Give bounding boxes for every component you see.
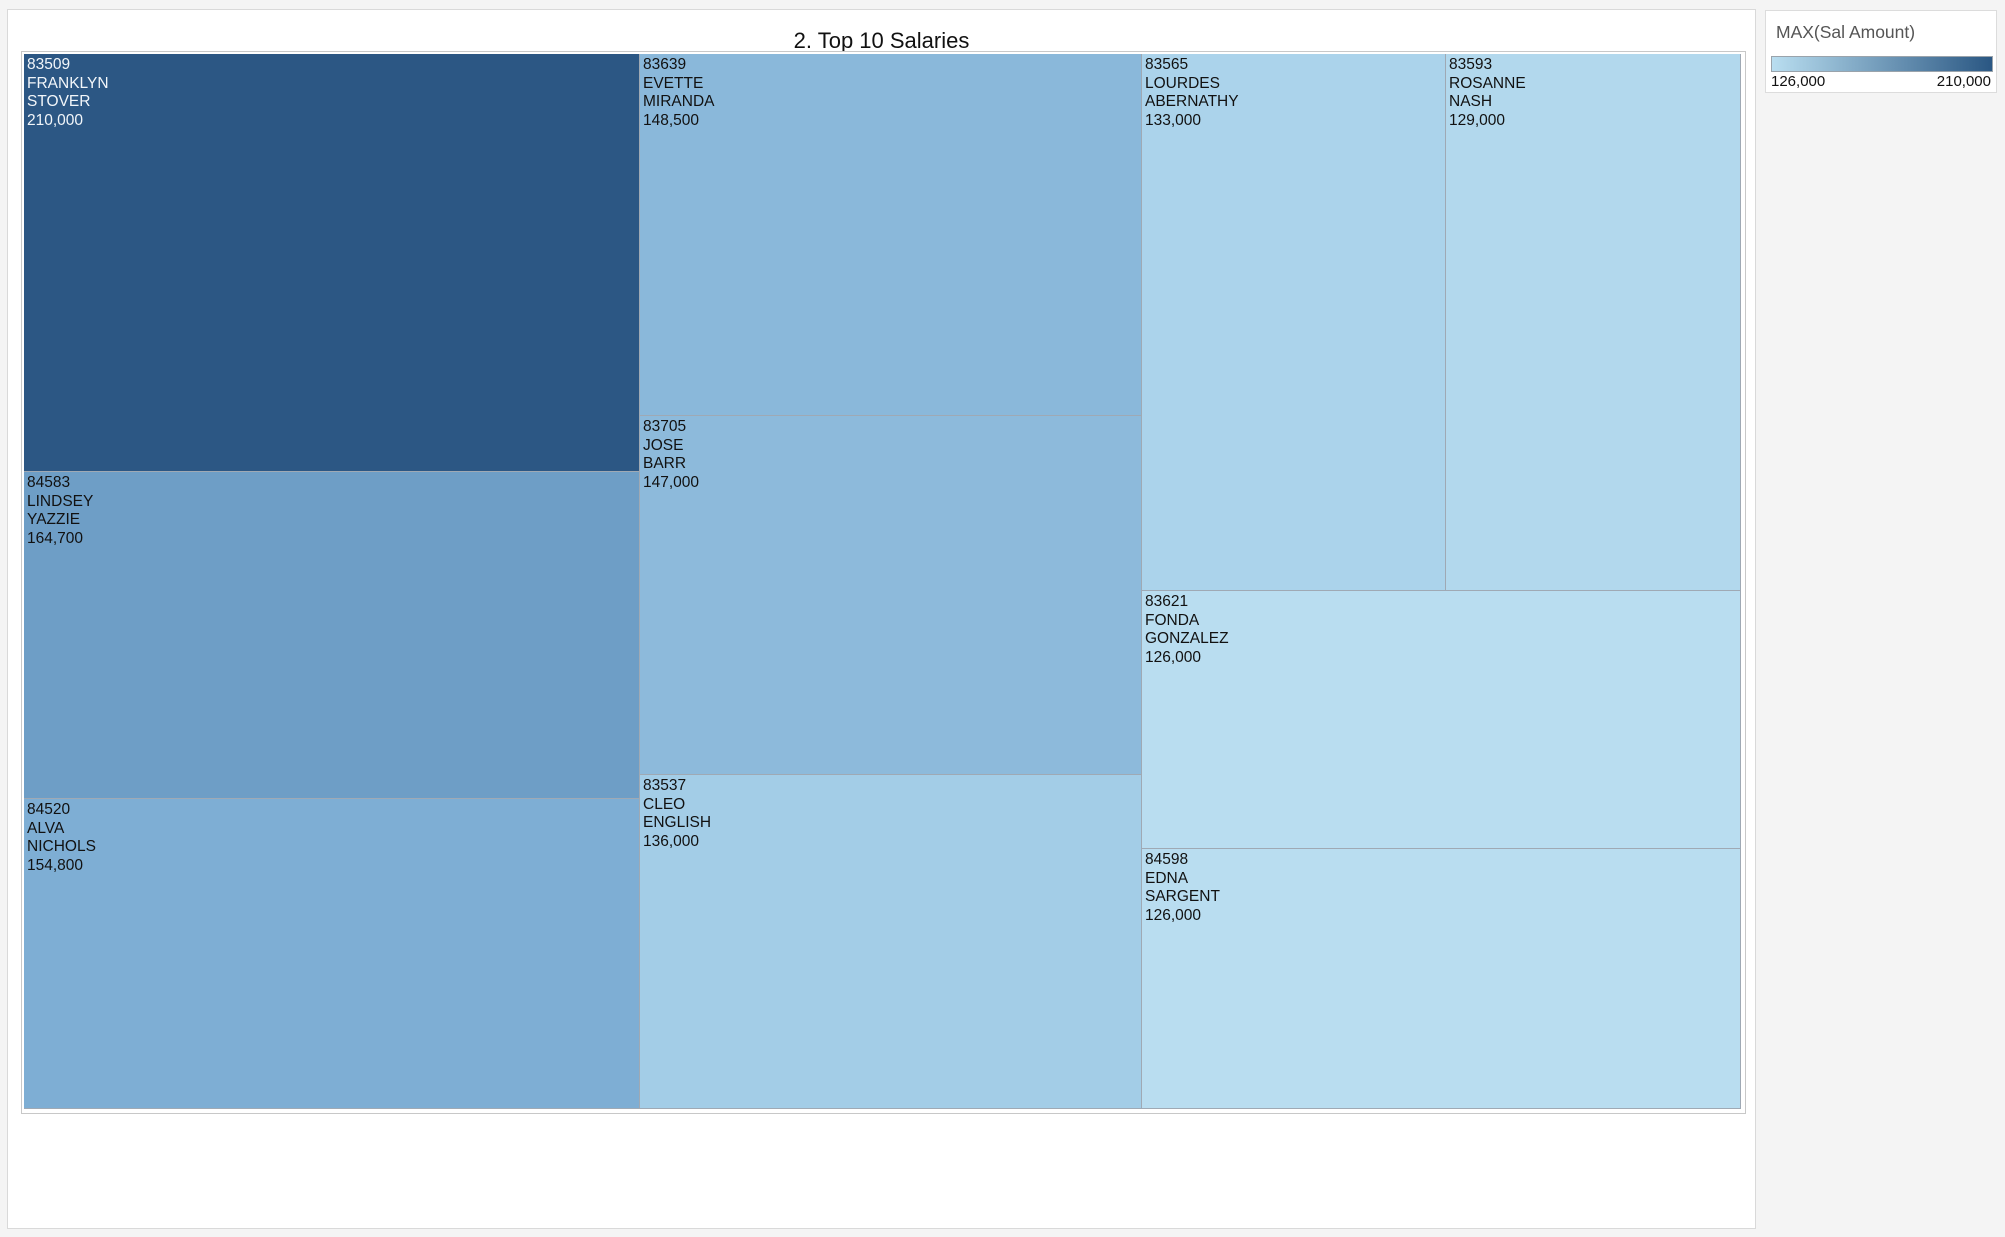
cell-first-name: FRANKLYN [27,74,109,92]
cell-first-name: EVETTE [643,74,704,92]
treemap-cell[interactable]: 84583 LINDSEY YAZZIE 164,700 [24,472,640,799]
cell-last-name: MIRANDA [643,93,715,111]
cell-salary: 129,000 [1449,111,1506,129]
cell-salary: 210,000 [27,111,84,129]
cell-salary: 126,000 [1145,906,1202,924]
cell-last-name: NASH [1449,93,1493,111]
cell-employee-id: 84598 [1145,851,1189,868]
treemap-cell[interactable]: 83705 JOSE BARR 147,000 [640,416,1142,775]
cell-first-name: FONDA [1145,611,1200,629]
cell-first-name: LOURDES [1145,74,1220,92]
cell-last-name: YAZZIE [27,511,81,529]
cell-first-name: CLEO [643,795,686,813]
treemap-cell[interactable]: 83593 ROSANNE NASH 129,000 [1446,54,1741,591]
cell-first-name: EDNA [1145,869,1189,887]
cell-employee-id: 83621 [1145,593,1189,610]
cell-last-name: ENGLISH [643,814,712,832]
cell-first-name: JOSE [643,436,684,454]
treemap-cell[interactable]: 83639 EVETTE MIRANDA 148,500 [640,54,1142,416]
treemap-cell[interactable]: 83537 CLEO ENGLISH 136,000 [640,775,1142,1109]
cell-salary: 147,000 [643,473,700,491]
treemap-cell[interactable]: 83621 FONDA GONZALEZ 126,000 [1142,591,1741,849]
cell-employee-id: 83509 [27,56,71,73]
treemap-cell[interactable]: 84520 ALVA NICHOLS 154,800 [24,799,640,1109]
cell-first-name: ALVA [27,819,65,837]
legend-title: MAX(Sal Amount) [1776,22,1916,42]
cell-first-name: ROSANNE [1449,74,1526,92]
cell-last-name: STOVER [27,93,91,111]
treemap-cell[interactable]: 84598 EDNA SARGENT 126,000 [1142,849,1741,1109]
cell-employee-id: 83593 [1449,56,1493,73]
chart-title: 2. Top 10 Salaries [793,28,970,53]
legend-gradient-bar [1771,56,1993,72]
cell-salary: 136,000 [643,832,700,850]
cell-employee-id: 83565 [1145,56,1189,73]
treemap-cell[interactable]: 83509 FRANKLYN STOVER 210,000 [24,54,640,472]
cell-employee-id: 83705 [643,418,687,435]
cell-last-name: GONZALEZ [1145,630,1229,648]
cell-employee-id: 84520 [27,801,71,818]
cell-last-name: SARGENT [1145,888,1220,906]
cell-salary: 154,800 [27,856,84,874]
legend-min-label: 126,000 [1771,73,1826,90]
cell-salary: 126,000 [1145,648,1202,666]
cell-salary: 133,000 [1145,111,1202,129]
color-legend: MAX(Sal Amount) 126,000 210,000 [1765,10,1997,93]
cell-salary: 148,500 [643,111,700,129]
cell-last-name: NICHOLS [27,838,96,856]
cell-first-name: LINDSEY [27,492,94,510]
cell-employee-id: 83639 [643,56,687,73]
cell-employee-id: 84583 [27,474,71,491]
cell-last-name: ABERNATHY [1145,93,1239,111]
cell-salary: 164,700 [27,529,84,547]
legend-max-label: 210,000 [1936,73,1991,90]
treemap: 83509 FRANKLYN STOVER 210,000 84583 LINDSEY YA… [24,54,1741,1109]
cell-employee-id: 83537 [643,777,687,794]
cell-last-name: BARR [643,455,687,473]
treemap-cell[interactable]: 83565 LOURDES ABERNATHY 133,000 [1142,54,1446,591]
